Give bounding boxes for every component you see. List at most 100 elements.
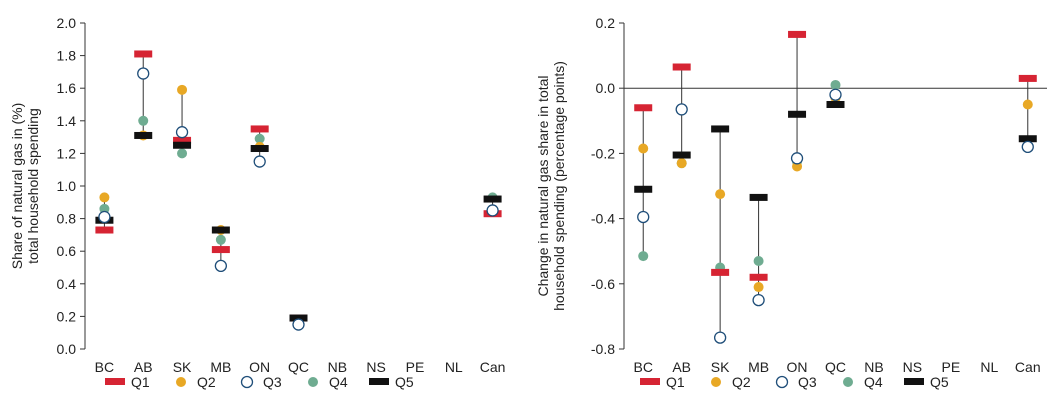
y-tick-label: -0.2 (591, 145, 615, 161)
marker-q2 (99, 192, 110, 203)
legend-swatch (904, 378, 924, 385)
marker-q3 (1021, 140, 1034, 154)
marker-q5 (211, 226, 230, 234)
marker-q3 (637, 210, 650, 224)
marker-q3 (713, 331, 727, 344)
x-tick-label: MB (748, 359, 769, 375)
marker-q5 (711, 125, 730, 133)
legend-item-q1: Q1 (105, 374, 150, 390)
legend-item-q5: Q5 (369, 374, 414, 390)
y-tick-label: 0.0 (596, 80, 616, 96)
marker-q3 (175, 126, 189, 139)
marker-q4 (177, 148, 188, 159)
x-tick-label: ON (787, 359, 808, 375)
marker-q4 (638, 251, 649, 262)
legend-label: Q4 (864, 374, 883, 390)
marker-q1 (250, 125, 269, 133)
x-tick-label: Can (1015, 359, 1041, 375)
x-tick-label: AB (134, 359, 153, 375)
x-tick-label: MB (210, 359, 231, 375)
marker-q5 (1018, 135, 1037, 143)
legend-label: Q2 (732, 374, 751, 390)
marker-q4 (753, 255, 764, 266)
y-tick-label: 1.6 (57, 80, 77, 96)
marker-q1 (788, 30, 807, 38)
x-tick-label: Can (480, 359, 506, 375)
marker-q2 (715, 189, 726, 200)
x-tick-label: NS (903, 359, 922, 375)
marker-q5 (826, 101, 845, 108)
y-tick-label: 1.8 (57, 48, 77, 64)
legend-item-q2: Q2 (711, 374, 751, 390)
legend-swatch (369, 378, 389, 385)
marker-q5 (289, 314, 308, 322)
legend-swatch (240, 375, 254, 389)
y-axis-title: Share of natural gas in (%)total househo… (9, 103, 41, 270)
y-axis-title-line: Change in natural gas share in total (535, 75, 551, 296)
marker-q5 (749, 193, 768, 201)
marker-q5 (788, 110, 807, 118)
marker-q1 (1018, 74, 1037, 82)
marker-q3 (137, 67, 150, 80)
legend-label: Q1 (131, 374, 150, 390)
marker-q3 (790, 152, 804, 165)
legend-item-q5: Q5 (904, 374, 949, 390)
marker-q2 (1022, 99, 1033, 110)
legend-swatch (640, 378, 660, 385)
x-tick-label: PE (942, 359, 961, 375)
marker-q4 (215, 234, 226, 245)
legend-swatch (176, 377, 186, 387)
marker-q1 (711, 268, 730, 276)
legend-label: Q5 (930, 374, 949, 390)
x-tick-label: NB (864, 359, 883, 375)
marker-q3 (214, 259, 228, 273)
marker-q5 (250, 145, 269, 153)
x-tick-label: NL (980, 359, 998, 375)
marker-q5 (483, 195, 502, 203)
y-tick-label: -0.8 (591, 341, 615, 357)
marker-q3 (253, 155, 266, 168)
x-tick-label: SK (173, 359, 192, 375)
legend-label: Q5 (395, 374, 414, 390)
marker-q2 (177, 84, 188, 95)
marker-q4 (99, 203, 110, 214)
marker-q5 (173, 141, 192, 149)
marker-q2 (638, 143, 649, 154)
y-axis-title: Change in natural gas share in totalhous… (535, 61, 567, 311)
marker-q5 (634, 185, 653, 193)
y-tick-label: 0.8 (57, 211, 77, 227)
y-tick-label: 0.6 (57, 243, 77, 259)
marker-q3 (752, 293, 765, 307)
marker-q3 (292, 318, 305, 331)
legend-item-q3: Q3 (775, 374, 817, 390)
legend-item-q2: Q2 (176, 374, 216, 390)
x-tick-label: PE (406, 359, 425, 375)
legend-swatch (775, 375, 789, 389)
legend-swatch (105, 378, 125, 385)
left-chart-panel: 2.0 1.8 1.6 1.4 1.2 1.0 0.8 0.6 0.4 0.2 0.0 BC AB SK M… (9, 15, 505, 390)
marker-q2 (676, 158, 687, 169)
y-tick-label: -0.4 (591, 211, 615, 227)
y-axis-title-line: household spending (percentage points) (551, 61, 567, 311)
legend-item-q4: Q4 (843, 374, 883, 390)
x-tick-label: BC (95, 359, 114, 375)
x-tick-label: QC (825, 359, 846, 375)
marker-q2 (753, 282, 764, 293)
y-tick-label: 1.0 (57, 178, 77, 194)
marker-q1 (211, 246, 230, 254)
marker-q3 (486, 204, 499, 217)
y-tick-label: 2.0 (57, 15, 77, 31)
marker-q3 (829, 88, 842, 101)
legend-label: Q2 (197, 374, 216, 390)
y-tick-label: 0.2 (596, 15, 616, 31)
legend-item-q1: Q1 (640, 374, 685, 390)
marker-q4 (254, 133, 265, 144)
legend-swatch (308, 377, 318, 387)
y-tick-label: 0.0 (57, 341, 77, 357)
right-chart-panel: 0.2 0.0 -0.2 -0.4 -0.6 -0.8 BC AB SK MB ON QC NB NS PE… (535, 15, 1047, 390)
x-tick-label: BC (634, 359, 653, 375)
marker-q5 (134, 131, 153, 139)
y-tick-label: 0.4 (57, 276, 77, 292)
x-tick-label: NS (366, 359, 385, 375)
